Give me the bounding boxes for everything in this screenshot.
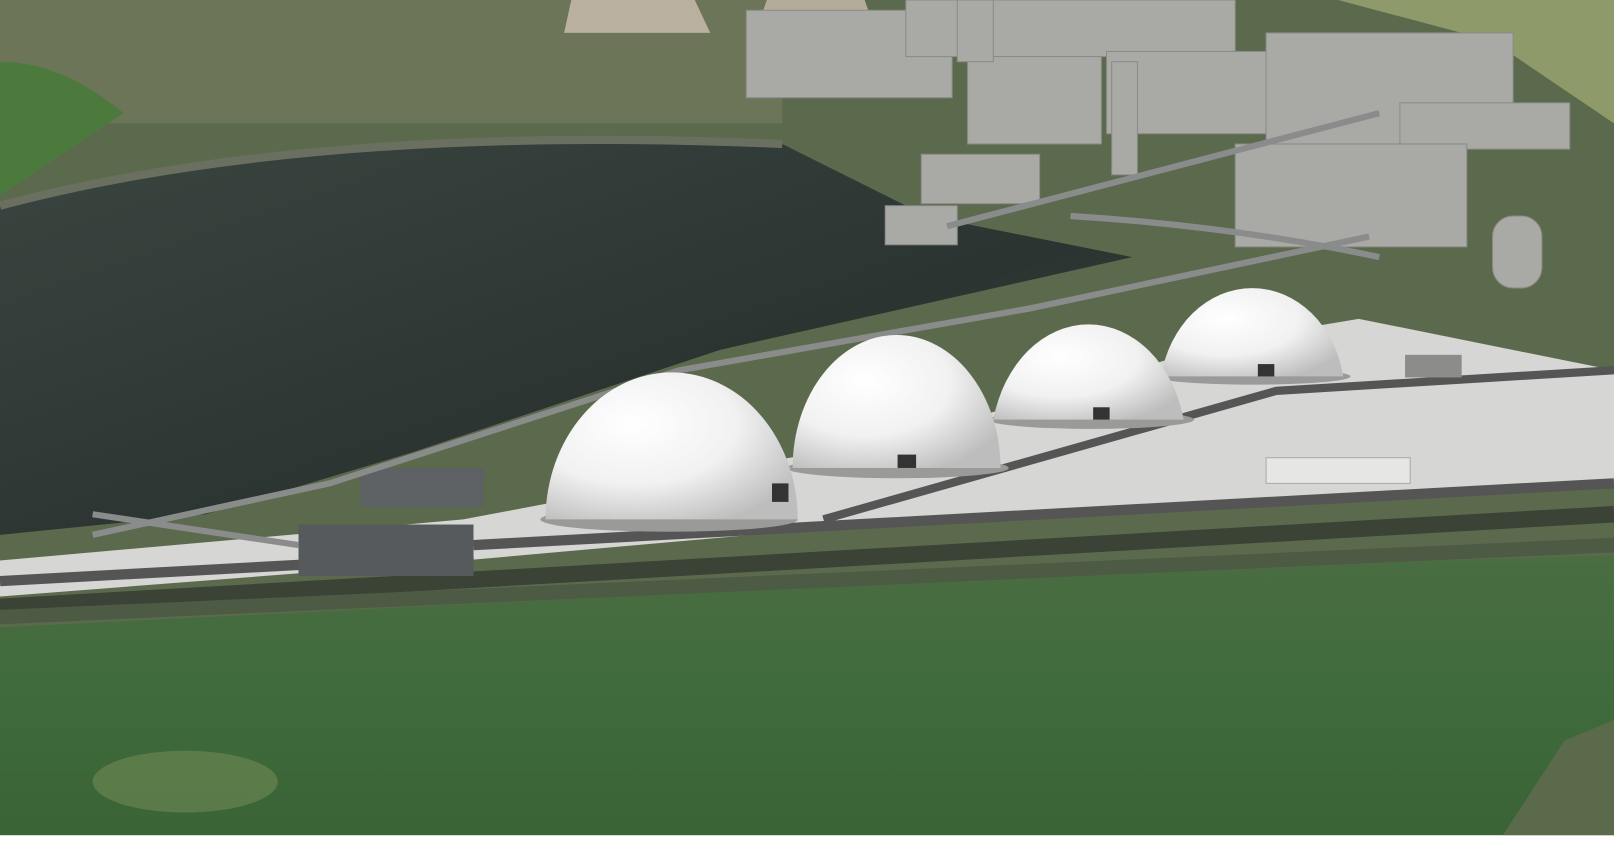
transfer-building (360, 467, 484, 508)
conveyor (1070, 212, 1380, 261)
conveyors (91, 110, 1381, 549)
field-mark (92, 750, 278, 813)
building (967, 56, 1102, 145)
dome-door (897, 454, 917, 468)
domes (540, 288, 1351, 532)
hedge (0, 537, 1614, 625)
chimney (956, 0, 994, 63)
green-patch (0, 61, 124, 196)
building (1234, 143, 1468, 248)
slab (1265, 457, 1411, 484)
conveyor (91, 233, 1370, 538)
field-patch (1338, 0, 1614, 124)
grass-field (0, 555, 1614, 836)
building (1399, 102, 1571, 150)
road (473, 478, 1614, 551)
road (822, 366, 1614, 524)
building (905, 0, 1236, 58)
dome-door (1257, 364, 1275, 377)
tank (1492, 215, 1543, 289)
conveyor (946, 110, 1381, 230)
rail-line (0, 506, 1614, 616)
rail-track (0, 135, 783, 210)
chimney (1111, 61, 1138, 176)
small-building (1405, 354, 1462, 378)
dome (792, 335, 1001, 468)
building (920, 153, 1041, 205)
building (884, 205, 958, 246)
cooling-tower (564, 0, 711, 33)
field-edge (1502, 719, 1614, 836)
dome (993, 324, 1184, 420)
power-station (745, 0, 1571, 289)
dome-door (772, 483, 789, 502)
conveyor (92, 511, 299, 549)
coal-yard (0, 139, 1133, 535)
dome-door (1093, 407, 1110, 420)
dome (545, 372, 798, 520)
transfer-building (298, 524, 474, 576)
dome (1161, 288, 1344, 377)
